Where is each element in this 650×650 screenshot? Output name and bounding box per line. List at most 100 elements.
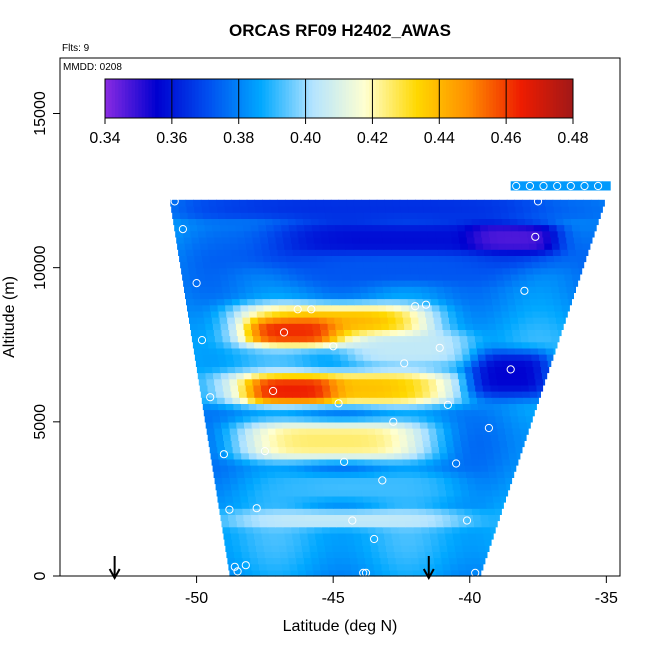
heatmap-cell [476, 539, 485, 546]
heatmap-cell [362, 206, 371, 213]
heatmap-cell [428, 477, 437, 485]
heatmap-cell [361, 249, 370, 256]
heatmap-cell [280, 458, 289, 466]
heatmap-cell [388, 415, 397, 423]
heatmap-cell [473, 563, 482, 571]
heatmap-cell [357, 557, 366, 565]
heatmap-cell [201, 397, 210, 404]
heatmap-cell [223, 199, 232, 207]
heatmap-cell [390, 477, 399, 485]
heatmap-cell [449, 465, 458, 472]
colorbar-segment [399, 79, 404, 118]
heatmap-cell [602, 181, 611, 191]
heatmap-cell [340, 502, 350, 509]
heatmap-cell [302, 502, 311, 509]
heatmap-cell [451, 569, 460, 577]
heatmap-cell [489, 280, 498, 287]
heatmap-cell [574, 243, 584, 250]
heatmap-cell [418, 508, 427, 515]
colorbar-tick-label: 0.40 [290, 130, 321, 147]
heatmap-cell [492, 298, 501, 306]
heatmap-cell [413, 335, 422, 343]
heatmap-cell [330, 391, 339, 398]
heatmap-cell [286, 255, 295, 263]
heatmap-cell [311, 415, 320, 423]
heatmap-cell [202, 403, 211, 411]
heatmap-cell [243, 273, 252, 281]
heatmap-cell [461, 206, 471, 213]
colorbar-segment [522, 79, 527, 118]
heatmap-cell [386, 354, 395, 361]
heatmap-cell [382, 520, 391, 528]
colorbar-segment [302, 79, 307, 118]
colorbar-segment [121, 79, 126, 118]
heatmap-cell [498, 292, 507, 300]
heatmap-cell [235, 465, 244, 472]
heatmap-cell [317, 212, 326, 219]
heatmap-cell [229, 378, 238, 386]
heatmap-cell [510, 317, 519, 324]
heatmap-cell [539, 212, 548, 219]
heatmap-cell [205, 372, 214, 380]
colorbar-segment [105, 79, 109, 118]
heatmap-cell [363, 545, 372, 552]
heatmap-cell [472, 415, 481, 423]
heatmap-cell [559, 243, 568, 250]
heatmap-cell [320, 563, 329, 571]
heatmap-cell [285, 440, 294, 448]
heatmap-cell [267, 428, 277, 435]
heatmap-cell [191, 236, 200, 244]
heatmap-cell [510, 224, 519, 232]
heatmap-cell [336, 520, 345, 528]
heatmap-cell [307, 243, 316, 250]
heatmap-cell [422, 341, 431, 349]
heatmap-cell [408, 495, 417, 503]
heatmap-cell [364, 267, 373, 275]
heatmap-cell [421, 526, 430, 534]
heatmap-cell [470, 502, 480, 509]
heatmap-cell [334, 557, 343, 565]
heatmap-cell [373, 563, 382, 571]
heatmap-cell [288, 415, 298, 423]
heatmap-cell [351, 230, 360, 238]
heatmap-cell [406, 384, 415, 392]
heatmap-cell [195, 360, 205, 367]
heatmap-cell [317, 545, 326, 552]
heatmap-cell [483, 292, 492, 300]
heatmap-cell [548, 218, 557, 226]
heatmap-cell [405, 520, 414, 528]
heatmap-cell [456, 458, 465, 466]
heatmap-cell [248, 261, 258, 269]
heatmap-cell [360, 483, 370, 491]
heatmap-cell [410, 267, 419, 275]
heatmap-cell [483, 243, 492, 250]
heatmap-cell [423, 255, 433, 263]
heatmap-cell [578, 267, 583, 275]
heatmap-cell [510, 465, 517, 472]
y-tick-label: 15000 [32, 91, 49, 136]
heatmap-cell [464, 267, 473, 275]
heatmap-cell [367, 526, 376, 534]
heatmap-cell [451, 428, 460, 435]
heatmap-cell [422, 440, 431, 448]
heatmap-cell [322, 483, 331, 491]
heatmap-cell [405, 428, 414, 435]
heatmap-cell [310, 310, 319, 318]
heatmap-cell [446, 539, 455, 546]
heatmap-cell [405, 329, 414, 337]
heatmap-cell [241, 452, 250, 460]
heatmap-cell [376, 341, 385, 349]
heatmap-cell [271, 354, 280, 361]
heatmap-cell [492, 255, 501, 263]
heatmap-cell [485, 446, 494, 454]
heatmap-cell [353, 199, 362, 207]
heatmap-cell [235, 366, 244, 374]
heatmap-cell [259, 471, 268, 478]
heatmap-cell [514, 298, 524, 306]
heatmap-cell [554, 304, 563, 312]
heatmap-cell [255, 206, 264, 213]
heatmap-cell [300, 391, 309, 398]
heatmap-cell [516, 403, 525, 411]
heatmap-cell [291, 477, 300, 485]
heatmap-cell [251, 323, 260, 330]
